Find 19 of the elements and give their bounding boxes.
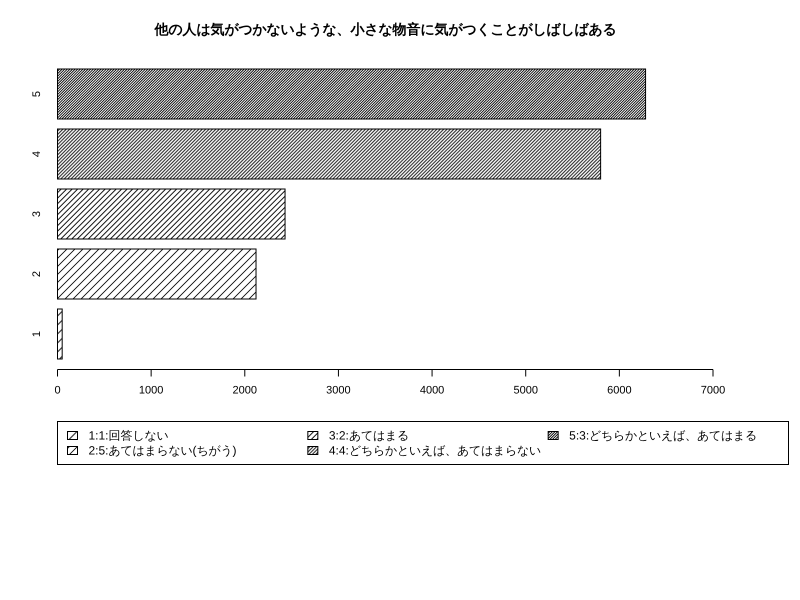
x-tick-label: 1000 <box>138 384 164 396</box>
x-tick-label: 0 <box>54 384 61 396</box>
legend-label: 2:5:あてはまらない(ちがう) <box>88 444 237 458</box>
x-tick-label: 7000 <box>700 384 726 396</box>
legend-label: 4:4:どちらかといえば、あてはまらない <box>328 444 541 458</box>
y-tick-label: 2 <box>31 270 43 278</box>
legend-label: 3:2:あてはまる <box>328 428 409 442</box>
legend-label: 5:3:どちらかといえば、あてはまる <box>569 428 758 442</box>
y-tick-label: 3 <box>31 210 43 218</box>
legend-label: 1:1:回答しない <box>88 428 169 442</box>
y-tick-label: 5 <box>31 90 43 98</box>
x-tick-label: 4000 <box>420 384 444 396</box>
x-tick-label: 2000 <box>232 384 258 396</box>
x-tick-label: 3000 <box>326 384 351 396</box>
y-tick-label: 1 <box>31 330 43 338</box>
chart-title: 他の人は気がつかないような、小さな物音に気がつくことがしばしばある <box>153 21 616 38</box>
x-tick-label: 5000 <box>513 384 538 396</box>
y-tick-label: 4 <box>31 150 43 158</box>
x-tick-label: 6000 <box>607 384 632 396</box>
